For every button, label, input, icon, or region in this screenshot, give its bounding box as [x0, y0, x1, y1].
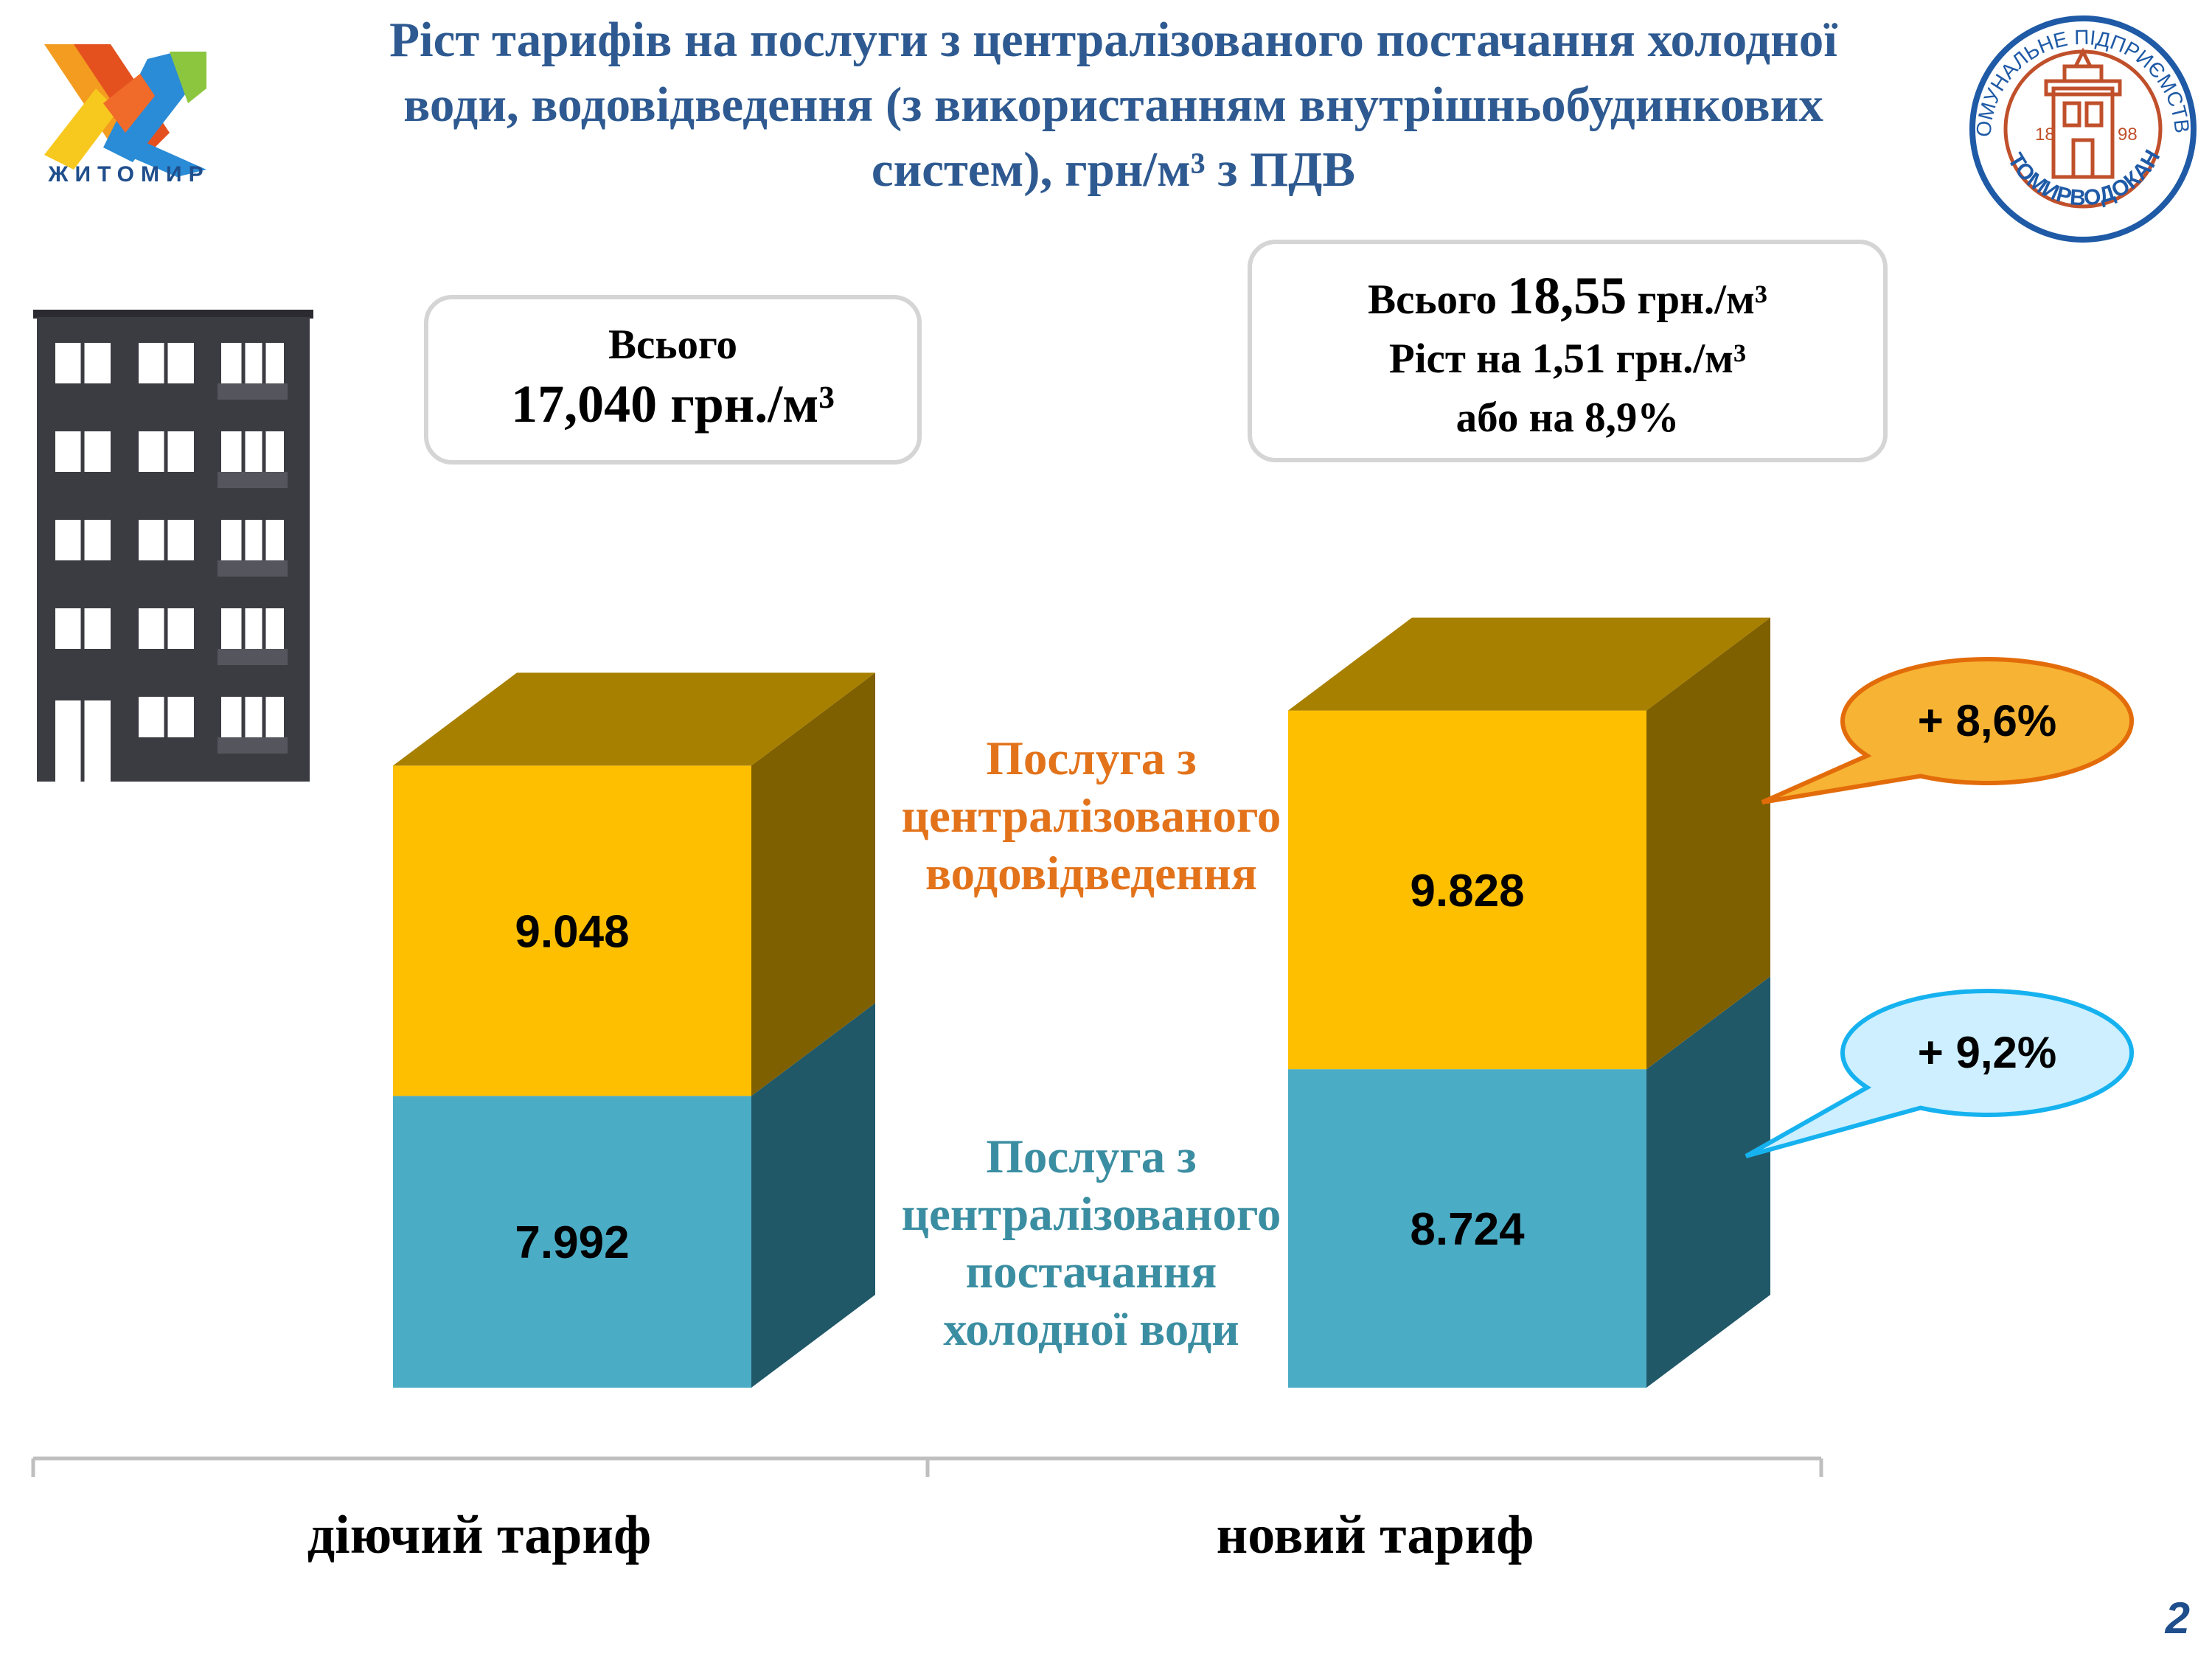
callout-cold-water-text: + 9,2% [1918, 1028, 2056, 1077]
bar-sewer-side-1 [1646, 617, 1770, 1070]
title-line-2: води, водовідведення (з використанням вн… [403, 77, 1823, 132]
page-number: 2 [2165, 1593, 2190, 1643]
callout-sewer-text: + 8,6% [1918, 696, 2056, 745]
bar-cold-front-1 [1288, 1069, 1646, 1388]
vodokanal-seal-icon: КОМУНАЛЬНЕ ПІДПРИЄМСТВО ЖИТОМИРВОДОКАНАЛ… [1961, 7, 2197, 243]
bar-cold-value-label-1: 8.724 [1410, 1204, 1525, 1255]
legend-cold-line-2: централізованого [901, 1188, 1281, 1241]
total-new-line1: Всього 18,55 грн./м³ [1252, 266, 1883, 330]
svg-text:18: 18 [2035, 125, 2055, 145]
total-old-line2: 17,040 грн./м³ [511, 375, 835, 434]
bar-cold-side-1 [1646, 976, 1770, 1388]
bar-sewer-value-label-1: 9.828 [1410, 866, 1524, 917]
legend-sewer-line-2: централізованого [901, 790, 1281, 843]
page-title: Ріст тарифів на послуги з централізовано… [280, 7, 1947, 202]
category-label-new: новий тариф [1216, 1505, 1534, 1565]
apartment-building-icon [33, 310, 313, 782]
total-new-value: 18,55 [1507, 266, 1627, 325]
svg-text:98: 98 [2118, 125, 2138, 145]
total-new-line2: Ріст на 1,51 грн./м³ [1388, 335, 1747, 382]
city-name: ЖИТОМИР [48, 162, 210, 187]
category-label-old: діючий тариф [307, 1505, 652, 1565]
bar-sewer-side-0 [751, 672, 875, 1096]
legend-cold-line-3: постачання [965, 1245, 1217, 1298]
total-new-box: Всього 18,55 грн./м³ Ріст на 1,51 грн./м… [1248, 240, 1888, 462]
title-line-1: Ріст тарифів на послуги з централізовано… [389, 13, 1837, 67]
legend-sewer-line-3: водовідведення [925, 847, 1257, 900]
legend-cold-line-4: холодної води [943, 1303, 1239, 1356]
zhytomyr-logo-icon [44, 44, 206, 177]
bar-top-face-1 [1288, 617, 1770, 711]
legend-cold-water: Послуга з централізованого постачання хо… [855, 1128, 1327, 1358]
total-new-prefix: Всього [1368, 276, 1508, 323]
bar-cold-side-0 [751, 1003, 875, 1388]
bar-top-face-0 [393, 672, 875, 766]
callout-cold-water-bubble [1745, 989, 2134, 1158]
total-old-box: Всього 17,040 грн./м³ [424, 295, 922, 465]
bar-cold-front-0 [393, 1096, 751, 1388]
bar-sewer-front-1 [1288, 710, 1646, 1070]
bar-cold-value-label-0: 7.992 [515, 1217, 629, 1268]
legend-cold-line-1: Послуга з [986, 1130, 1197, 1183]
legend-sewer-line-1: Послуга з [986, 732, 1197, 785]
total-old-line1: Всього [608, 321, 737, 368]
legend-sewer: Послуга з централізованого водовідведенн… [855, 730, 1327, 902]
callout-sewer-bubble [1761, 657, 2134, 804]
total-new-line3: або на 8,9% [1455, 394, 1680, 441]
total-new-suffix: грн./м³ [1627, 276, 1767, 323]
title-line-3: систем), грн/м³ з ПДВ [871, 142, 1356, 197]
bar-sewer-front-0 [393, 765, 751, 1096]
bar-sewer-value-label-0: 9.048 [515, 906, 629, 957]
